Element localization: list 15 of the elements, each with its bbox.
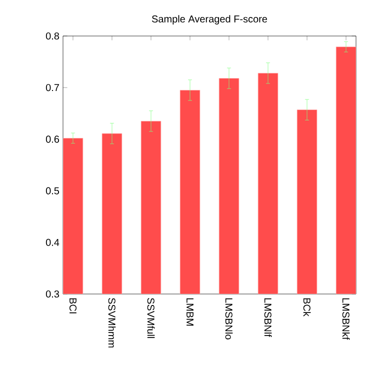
- x-tick-label: SSVMhmm: [108, 298, 116, 348]
- y-tick-label: 0.4: [46, 238, 60, 246]
- x-tick-label: LMBM: [186, 298, 194, 326]
- y-tick-label: 0.8: [46, 32, 60, 40]
- x-tick-label: LMSBNlf: [264, 298, 272, 337]
- y-tick-label: 0.5: [46, 187, 60, 194]
- y-tick-label: 0.3: [46, 290, 60, 298]
- x-tick-label: SSVMfull: [147, 298, 155, 338]
- y-tick-label: 0.6: [46, 136, 60, 143]
- chart-title: Sample Averaged F-score: [152, 15, 268, 24]
- x-tick-label: LMSBNkf: [342, 298, 350, 340]
- x-tick-label: BCI: [69, 298, 77, 314]
- x-tick-label: LMSBNlo: [225, 298, 233, 340]
- y-tick-label: 0.7: [46, 84, 59, 92]
- x-tick-label: BCk: [303, 298, 311, 316]
